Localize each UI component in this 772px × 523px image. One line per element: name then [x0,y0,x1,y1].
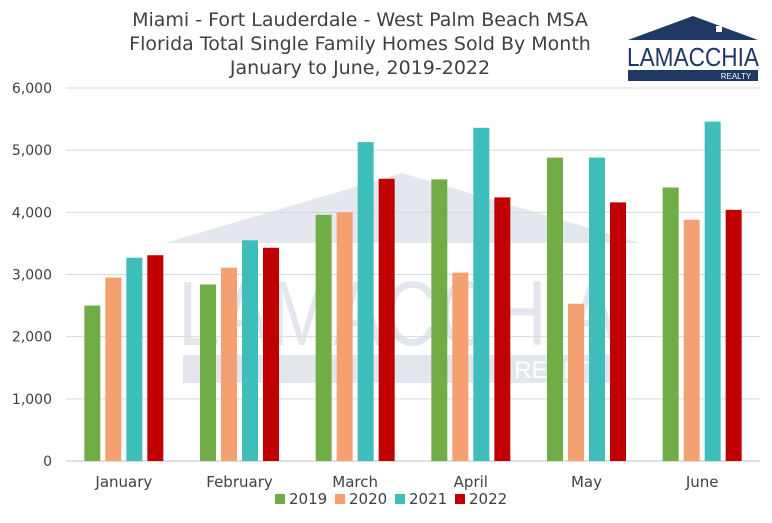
bar-2022-march [378,178,395,461]
bar-2019-march [315,214,332,461]
logo-bar [628,70,758,81]
x-tick-label: January [94,473,152,491]
x-tick-label: June [685,473,719,491]
legend-swatch-2020 [335,494,345,504]
bar-2021-may [589,157,605,462]
x-tick-label: March [332,473,378,491]
bar-2019-january [84,305,101,461]
bar-2019-february [200,284,216,461]
bar-2019-may [547,157,563,462]
y-tick-label: 0 [43,454,52,470]
bar-2022-may [610,202,626,462]
legend-label-2022: 2022 [469,490,507,508]
x-tick-label: February [206,473,273,491]
bar-2022-june [725,209,742,461]
lamacchia-logo: LAMACCHIA REALTY [627,16,760,81]
bar-2020-may [568,303,584,461]
bar-2019-april [431,179,448,461]
bar-2021-february [242,240,258,461]
bar-2020-march [336,212,353,461]
y-tick-label: 4,000 [12,205,52,221]
bar-2020-june [683,219,700,461]
bar-2020-february [221,267,237,461]
bar-2020-january [105,277,122,461]
bar-2021-april [473,127,490,461]
bar-2021-january [126,257,143,461]
bar-2022-april [494,197,511,461]
logo-subtext: REALTY [721,72,752,81]
y-tick-label: 3,000 [12,268,52,284]
bar-2020-april [452,272,469,461]
x-tick-label: April [454,473,488,491]
bar-2021-june [704,121,721,461]
logo-text: LAMACCHIA [627,42,760,72]
legend-swatch-2022 [455,494,465,504]
chart-title-line-2: Florida Total Single Family Homes Sold B… [129,33,591,55]
logo-roof [628,16,758,40]
y-tick-label: 2,000 [12,330,52,346]
y-tick-label: 1,000 [12,392,52,408]
y-tick-label: 5,000 [12,143,52,159]
bar-2019-june [662,187,679,461]
chart-title-line-3: January to June, 2019-2022 [229,57,491,79]
y-tick-label: 6,000 [12,81,52,97]
bar-2021-march [357,142,374,461]
legend-label-2019: 2019 [289,490,327,508]
legend-label-2021: 2021 [409,490,447,508]
logo-window [716,26,722,32]
x-tick-label: May [571,473,602,491]
bar-2022-february [263,247,279,461]
chart-title-line-1: Miami - Fort Lauderdale - West Palm Beac… [132,9,588,31]
bar-2022-january [147,255,164,461]
legend-swatch-2019 [275,494,285,504]
legend-label-2020: 2020 [349,490,387,508]
chart-title: Miami - Fort Lauderdale - West Palm Beac… [40,8,680,80]
legend-swatch-2021 [395,494,405,504]
